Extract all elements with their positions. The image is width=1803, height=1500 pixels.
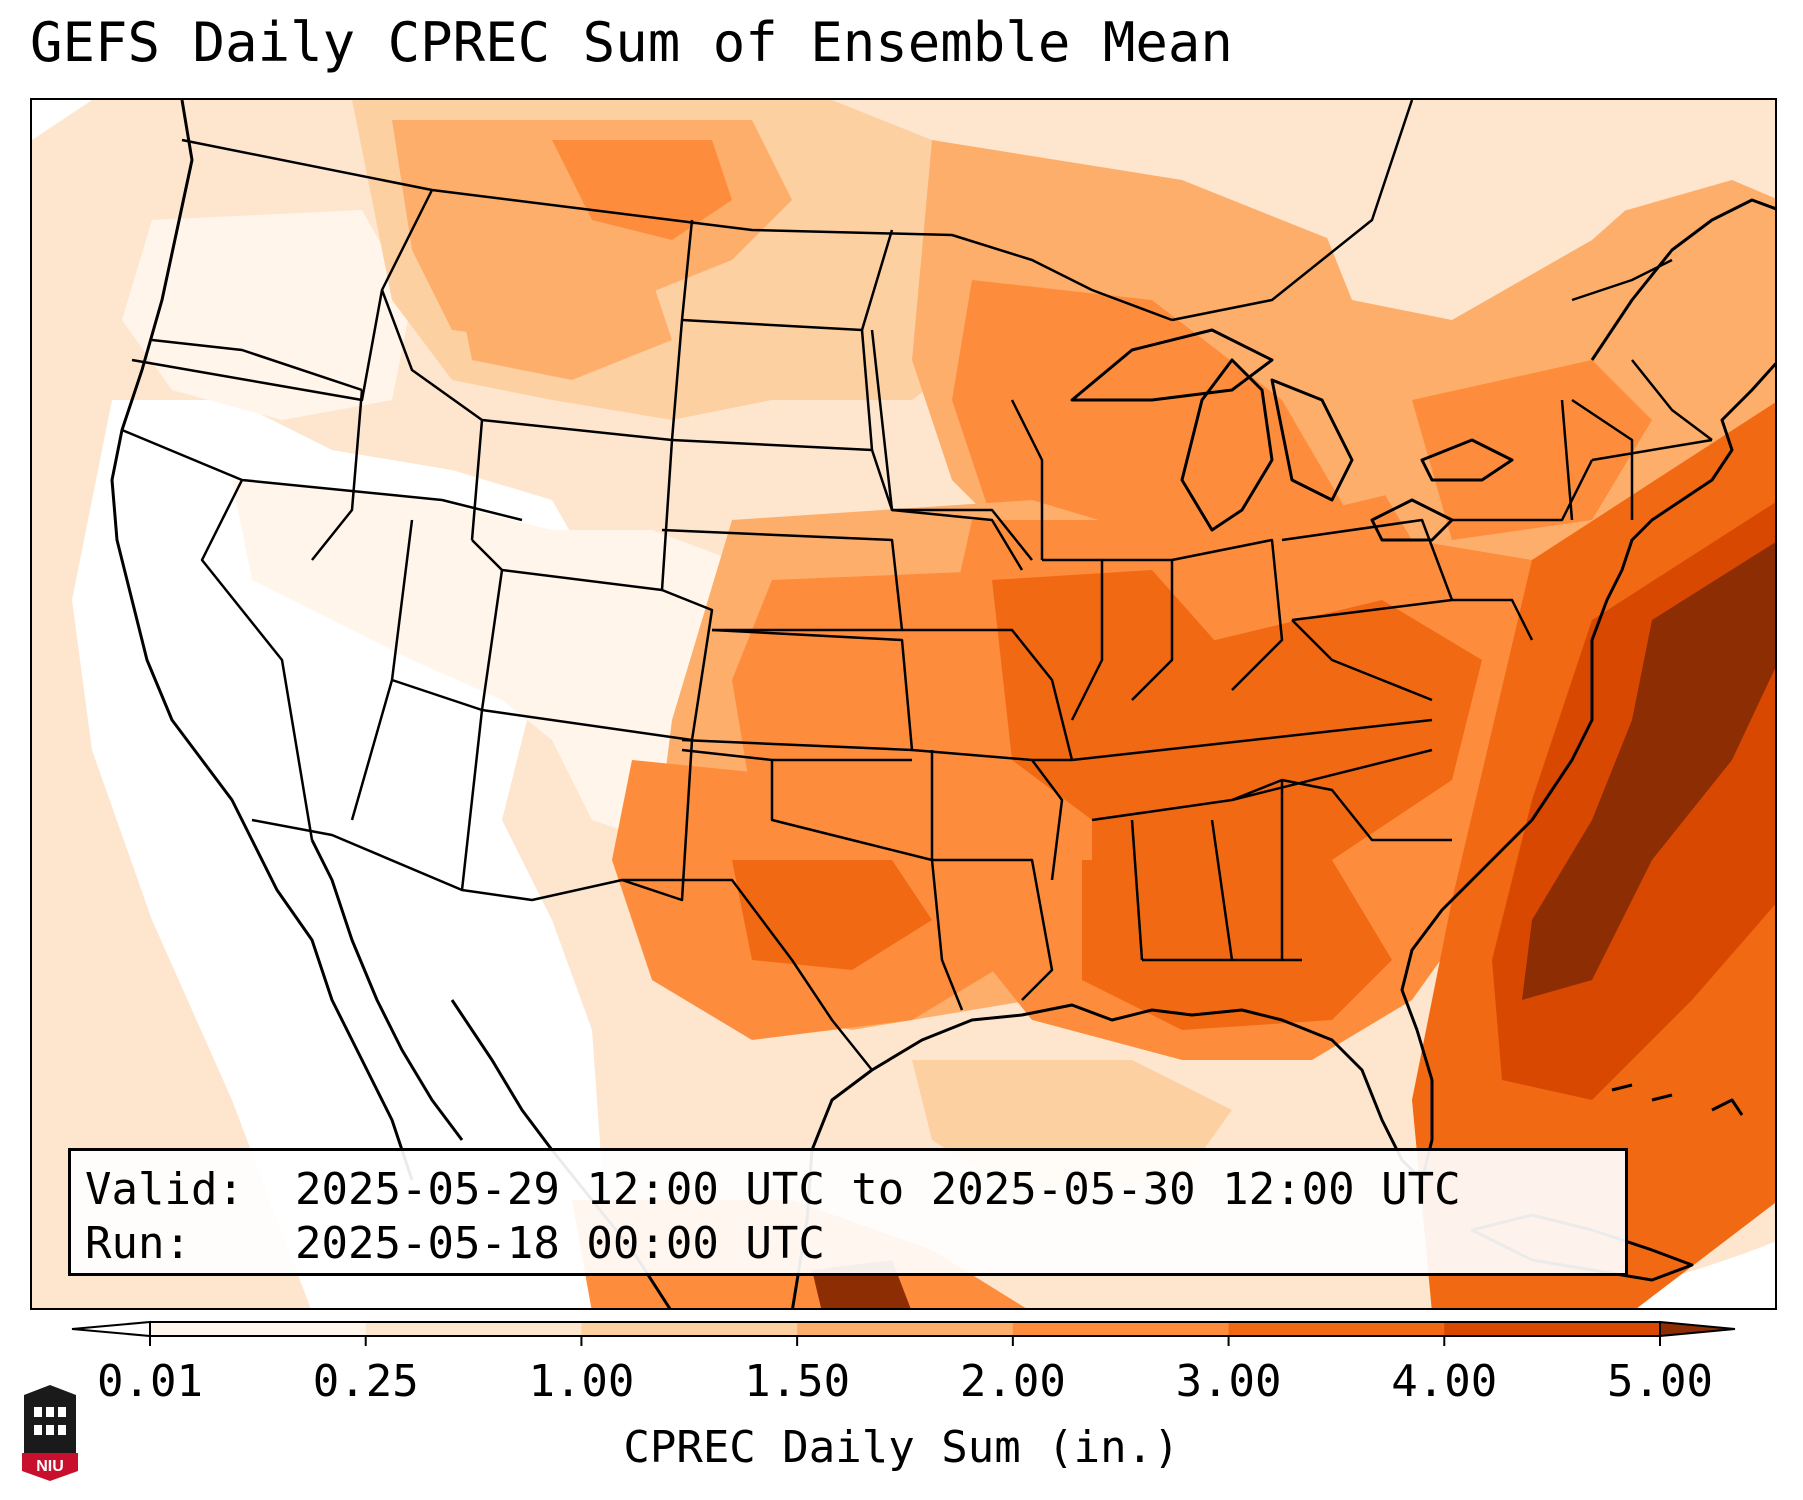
precip-gulf-states — [1082, 860, 1392, 1030]
colorbar-segment — [1444, 1322, 1661, 1336]
precip-light-nw — [122, 210, 412, 420]
valid-value: 2025-05-29 12:00 UTC to 2025-05-30 12:00… — [295, 1164, 1461, 1215]
map-panel[interactable]: Valid: 2025-05-29 12:00 UTC to 2025-05-30… — [30, 98, 1777, 1310]
precip-montana-patch — [552, 140, 732, 240]
colorbar-segment — [150, 1322, 367, 1336]
colorbar-segment — [365, 1322, 582, 1336]
projection-edge — [1550, 1241, 1775, 1308]
precip-atlantic-max — [1522, 542, 1775, 1000]
colorbar-under-arrow — [71, 1320, 151, 1338]
colorbar-over-arrow — [1659, 1320, 1736, 1338]
run-line: Run: 2025-05-18 00:00 UTC — [85, 1217, 1611, 1271]
precip-texas-core — [732, 860, 932, 970]
niu-logo: NIU — [22, 1385, 78, 1481]
precip-canada-light — [1312, 100, 1682, 320]
colorbar-tick-label: 0.01 — [97, 1356, 203, 1407]
colorbar-label: CPREC Daily Sum (in.) — [623, 1422, 1180, 1473]
valid-label: Valid: — [85, 1164, 244, 1215]
precip-wyoming-patch — [452, 260, 672, 380]
colorbar-segment — [1228, 1322, 1445, 1336]
colorbar-tick-label: 5.00 — [1607, 1356, 1713, 1407]
colorbar-segment — [1012, 1322, 1230, 1336]
run-label: Run: — [85, 1218, 191, 1269]
projection-edge-left — [32, 100, 92, 140]
map-title: GEFS Daily CPREC Sum of Ensemble Mean — [30, 11, 1233, 74]
colorbar-segments — [71, 1320, 1736, 1338]
colorbar-segment — [797, 1322, 1014, 1336]
colorbar-segment — [581, 1322, 798, 1336]
logo-tower-icon — [24, 1395, 76, 1453]
colorbar-tick-label: 1.00 — [528, 1356, 634, 1407]
colorbar-outline — [149, 1321, 1661, 1337]
colorbar-tick-label: 4.00 — [1391, 1356, 1497, 1407]
colorbar: 0.01 0.25 1.00 1.50 2.00 3.00 4.00 5.00 — [71, 1320, 1736, 1407]
colorbar-tick-label: 0.25 — [313, 1356, 419, 1407]
info-box: Valid: 2025-05-29 12:00 UTC to 2025-05-30… — [68, 1148, 1628, 1276]
precip-ne-core — [1412, 360, 1652, 540]
precip-tn-valley — [1092, 600, 1482, 900]
colorbar-ticks: 0.01 0.25 1.00 1.50 2.00 3.00 4.00 5.00 — [97, 1336, 1713, 1407]
valid-line: Valid: 2025-05-29 12:00 UTC to 2025-05-30… — [85, 1163, 1611, 1217]
run-value: 2025-05-18 00:00 UTC — [295, 1218, 825, 1269]
coastlines — [110, 100, 1775, 1308]
precip-light-west — [232, 480, 752, 840]
precip-map[interactable] — [32, 100, 1777, 1310]
state-borders — [121, 100, 1713, 1071]
colorbar-tick-label: 1.50 — [744, 1356, 850, 1407]
logo-text: NIU — [36, 1458, 64, 1475]
colorbar-tick-label: 2.00 — [960, 1356, 1066, 1407]
colorbar-tick-label: 3.00 — [1176, 1356, 1282, 1407]
